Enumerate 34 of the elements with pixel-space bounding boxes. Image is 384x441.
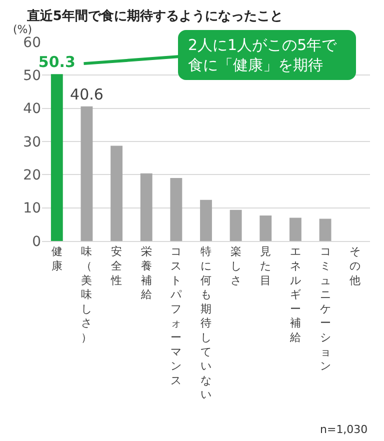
bar [50, 74, 63, 241]
bar [140, 173, 152, 241]
bar [200, 200, 212, 241]
y-tick-label: 50 [23, 68, 41, 84]
x-tick-label: エネルギー補給 [288, 245, 301, 344]
bar [110, 146, 123, 241]
y-tick-label: 20 [23, 168, 41, 184]
y-tick-label: 30 [23, 134, 41, 150]
bar [260, 215, 272, 241]
category-label: 特に何も期待していない [200, 245, 212, 402]
y-tick-label: 40 [23, 101, 41, 118]
data-label: 40.6 [70, 85, 104, 104]
x-tick-label: 見た目 [260, 245, 272, 287]
data-label: 50.3 [38, 53, 76, 72]
bar [289, 218, 302, 241]
x-tick-label: 味（美味しさ） [81, 245, 92, 344]
x-tick-label: 安全性 [110, 245, 122, 287]
x-tick-label: 健康 [51, 245, 62, 272]
x-tick-label: 楽しさ [230, 245, 242, 287]
bar [319, 218, 332, 241]
x-tick-label: 栄養補給 [140, 245, 152, 302]
category-label: コストパフォーマンス [170, 245, 182, 387]
bar [230, 210, 242, 241]
y-tick-label: 60 [23, 34, 41, 51]
bar [170, 178, 182, 241]
category-label: コミュニケーション [320, 245, 331, 373]
y-axis-title: (%) [13, 23, 32, 36]
chart-title: 直近5年間で食に期待するようになったこと [26, 8, 283, 24]
annotation: 2人に1人がこの5年で食に「健康」を期待 [178, 30, 356, 80]
bar [80, 106, 93, 241]
text: n=1,030 [320, 423, 368, 436]
x-tick-label: その他 [350, 245, 361, 287]
y-tick-label: 0 [32, 234, 41, 250]
y-tick-label: 10 [23, 200, 41, 217]
